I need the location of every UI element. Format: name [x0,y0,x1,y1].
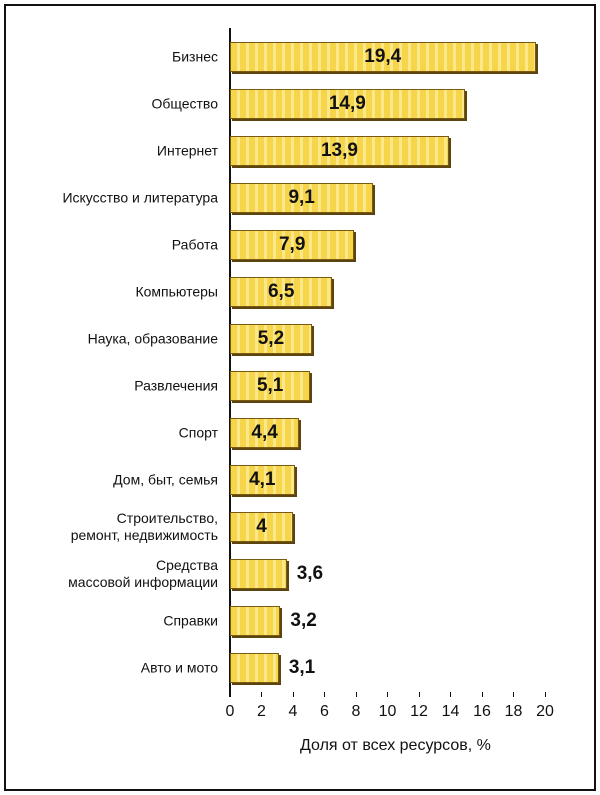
x-tick-mark [418,692,420,697]
category-label: Компьютеры [135,283,218,300]
value-label: 19,4 [364,46,402,67]
value-label: 5,2 [257,328,285,349]
value-label: 6,5 [267,281,295,302]
category-label: Дом, быт, семья [113,471,218,488]
bar [230,277,333,307]
x-tick-mark [229,692,231,697]
x-tick-mark [513,692,514,697]
value-label: 9,1 [288,187,315,208]
category-label: Спорт [178,424,218,441]
category-label: Строительство, ремонт, недвижимость [70,510,218,543]
category-label: Интернет [156,142,218,159]
x-tick-mark [261,692,262,697]
x-tick-mark [387,692,388,697]
x-tick-label: 10 [378,703,397,720]
bar [230,653,279,683]
value-label: 5,1 [256,375,284,396]
category-label: Средства массовой информации [68,557,218,590]
x-tick-mark [481,692,483,697]
bar [230,324,312,354]
category-label: Справки [163,612,218,629]
bar [230,136,449,166]
x-tick-label: 4 [288,703,298,720]
bar [230,512,293,542]
bar [230,559,287,589]
x-tick-mark [324,692,325,697]
frame [4,4,596,791]
bar [230,371,311,401]
value-label: 4 [256,516,267,537]
value-label: 14,9 [328,93,366,114]
value-label: 4,4 [251,422,278,443]
x-tick-label: 16 [473,703,491,720]
bar [230,42,536,72]
bar [230,89,465,119]
x-tick-mark [292,692,294,697]
x-tick-label: 2 [257,703,266,720]
value-label: 4,1 [249,469,276,490]
category-label: Авто и мото [140,659,218,676]
x-tick-label: 14 [441,703,460,720]
category-label: Работа [171,236,218,253]
x-tick-label: 8 [351,703,361,720]
x-tick-mark [355,692,357,697]
x-tick-label: 20 [536,703,554,720]
x-tick-mark [450,692,451,697]
bar [230,183,374,213]
bar [230,606,281,636]
x-tick-label: 0 [225,703,235,720]
value-axis-line [229,28,231,697]
category-label: Общество [151,95,218,112]
value-label: 3,2 [290,610,317,631]
bar [230,465,295,495]
x-tick-label: 18 [504,703,523,720]
x-axis-title: Доля от всех ресурсов, % [300,737,491,754]
x-tick-mark [544,692,546,697]
x-tick-label: 6 [320,703,329,720]
x-tick-label: 12 [410,703,428,720]
category-label: Искусство и литература [62,189,218,206]
value-label: 13,9 [320,140,358,161]
value-label: 7,9 [278,234,306,255]
value-label: 3,6 [296,563,324,584]
category-label: Наука, образование [87,330,218,347]
bar [230,230,355,260]
bar [230,418,300,448]
value-label: 3,1 [288,657,316,678]
category-label: Развлечения [134,377,218,394]
category-label: Бизнес [172,48,218,65]
